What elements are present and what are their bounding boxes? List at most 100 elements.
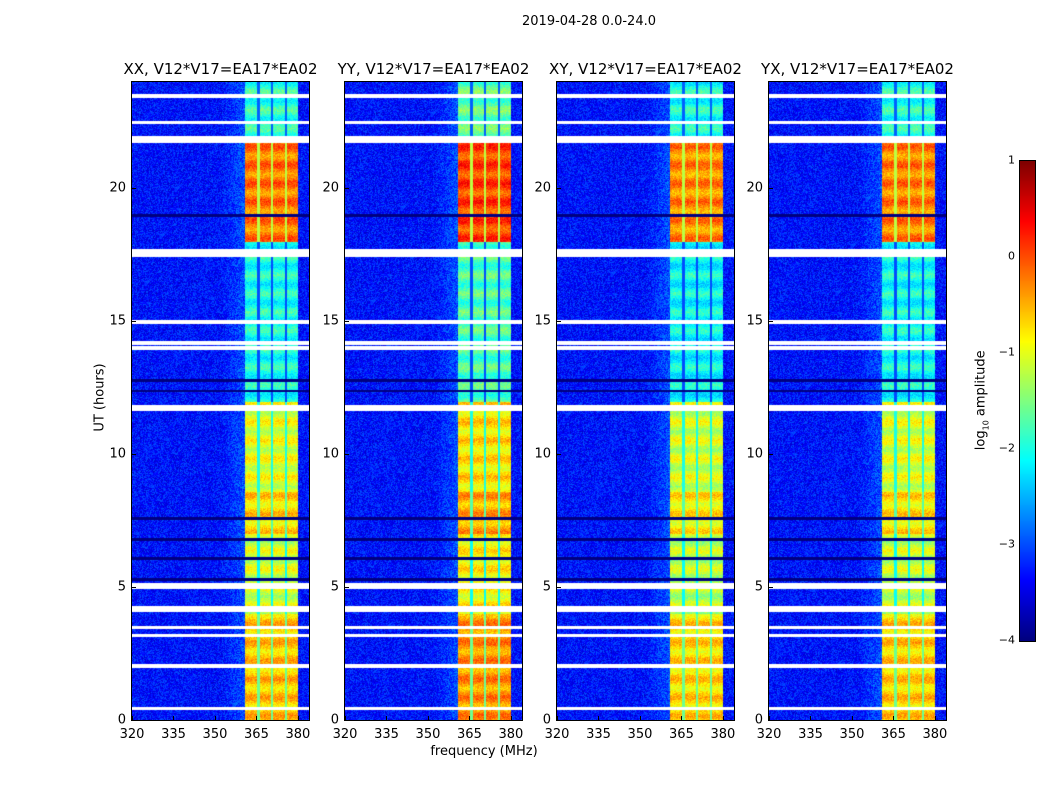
y-tick-mark [132, 188, 136, 190]
y-tick-mark [769, 188, 773, 190]
heatmap-panel-3: XY, V12*V17=EA17*EA02 0 5 10 15 20 320 335 350 36… [534, 60, 741, 742]
y-tick-mark [345, 188, 349, 190]
x-tick-label: 320 [119, 727, 145, 742]
x-tick-mark [297, 716, 299, 720]
y-tick-label: 20 [746, 180, 763, 196]
y-tick-label: 15 [322, 313, 339, 329]
y-tick-label: 15 [534, 313, 551, 329]
y-tick-label: 20 [109, 180, 126, 196]
heatmap-cells [345, 82, 522, 720]
y-tick-label: 20 [322, 180, 339, 196]
heatmap-cells [769, 82, 946, 720]
y-tick-mark [132, 321, 136, 323]
y-tick-mark [557, 454, 561, 456]
y-tick-label: 0 [542, 712, 551, 728]
y-tick-label: 5 [754, 579, 763, 595]
y-tick-label: 15 [109, 313, 126, 329]
y-tick-label: 5 [330, 579, 339, 595]
y-tick-mark [769, 321, 773, 323]
colorbar-tick-label: −4 [998, 633, 1015, 647]
heatmap-cells [557, 82, 734, 720]
x-tick-label: 365 [457, 727, 482, 742]
x-tick-label: 320 [332, 727, 358, 742]
x-tick-mark [769, 716, 770, 720]
y-tick-mark [345, 720, 349, 721]
x-tick-label: 380 [710, 727, 736, 742]
x-tick-label: 320 [544, 727, 570, 742]
x-tick-mark [345, 716, 346, 720]
x-tick-mark [639, 716, 641, 720]
x-tick-label: 335 [161, 727, 186, 742]
x-tick-mark [934, 716, 936, 720]
x-tick-label: 365 [881, 727, 906, 742]
x-tick-mark [681, 716, 683, 720]
panel-title: XY, V12*V17=EA17*EA02 [549, 60, 742, 78]
x-tick-mark [598, 716, 600, 720]
x-tick-mark [427, 716, 429, 720]
x-tick-label: 350 [627, 727, 653, 742]
colorbar-tick-label: 0 [1008, 249, 1015, 263]
y-tick-label: 15 [746, 313, 763, 329]
x-tick-label: 380 [922, 727, 948, 742]
x-tick-mark [256, 716, 258, 720]
heatmap-panel-4: YX, V12*V17=EA17*EA02 0 5 10 15 20 320 335 350 36… [746, 60, 953, 742]
y-tick-label: 10 [746, 446, 763, 462]
x-tick-mark [469, 716, 471, 720]
x-tick-label: 350 [415, 727, 441, 742]
y-tick-mark [769, 587, 773, 589]
x-tick-label: 335 [586, 727, 611, 742]
y-tick-mark [345, 454, 349, 456]
x-tick-label: 335 [798, 727, 823, 742]
panel-title: YX, V12*V17=EA17*EA02 [761, 60, 954, 78]
x-tick-label: 365 [669, 727, 694, 742]
x-tick-mark [893, 716, 895, 720]
y-tick-mark [557, 587, 561, 589]
x-tick-label: 380 [285, 727, 311, 742]
panel-title: XX, V12*V17=EA17*EA02 [123, 60, 318, 78]
x-tick-label: 365 [244, 727, 269, 742]
colorbar [1019, 160, 1036, 642]
y-tick-mark [769, 454, 773, 456]
heatmap-panel-1: XX, V12*V17=EA17*EA02 0 5 10 15 20 320 335 350 36… [109, 60, 317, 742]
colorbar-tick-label: −3 [998, 537, 1015, 551]
y-tick-label: 0 [754, 712, 763, 728]
y-tick-mark [345, 321, 349, 323]
x-tick-mark [214, 716, 216, 720]
x-tick-mark [173, 716, 175, 720]
y-tick-label: 5 [542, 579, 551, 595]
y-tick-mark [132, 720, 136, 721]
y-axis-label: UT (hours) [92, 363, 108, 432]
y-tick-label: 20 [534, 180, 551, 196]
colorbar-tick-label: 1 [1008, 153, 1015, 167]
x-tick-label: 350 [202, 727, 228, 742]
y-tick-label: 10 [322, 446, 339, 462]
x-tick-label: 335 [374, 727, 399, 742]
x-tick-mark [722, 716, 724, 720]
heatmap-panel-2: YY, V12*V17=EA17*EA02 0 5 10 15 20 320 335 350 36… [322, 60, 529, 742]
colorbar-tick-label: −1 [998, 345, 1015, 359]
y-tick-mark [769, 720, 773, 721]
heatmap-cells [132, 82, 309, 720]
y-tick-label: 0 [117, 712, 126, 728]
x-axis-label: frequency (MHz) [430, 744, 538, 759]
x-tick-mark [557, 716, 558, 720]
colorbar-label: log10 amplitude [973, 350, 991, 451]
y-tick-mark [557, 188, 561, 190]
y-tick-mark [345, 587, 349, 589]
y-tick-mark [132, 587, 136, 589]
x-tick-mark [810, 716, 812, 720]
figure-title: 2019-04-28 0.0-24.0 [522, 14, 656, 29]
y-tick-label: 10 [534, 446, 551, 462]
y-tick-label: 0 [330, 712, 339, 728]
colorbar-tick-label: −2 [998, 441, 1015, 455]
x-tick-mark [510, 716, 512, 720]
x-tick-label: 350 [839, 727, 865, 742]
x-tick-mark [851, 716, 853, 720]
y-tick-mark [132, 454, 136, 456]
y-tick-label: 5 [117, 579, 126, 595]
x-tick-label: 380 [498, 727, 524, 742]
x-tick-mark [132, 716, 133, 720]
x-tick-mark [386, 716, 388, 720]
x-tick-label: 320 [756, 727, 782, 742]
